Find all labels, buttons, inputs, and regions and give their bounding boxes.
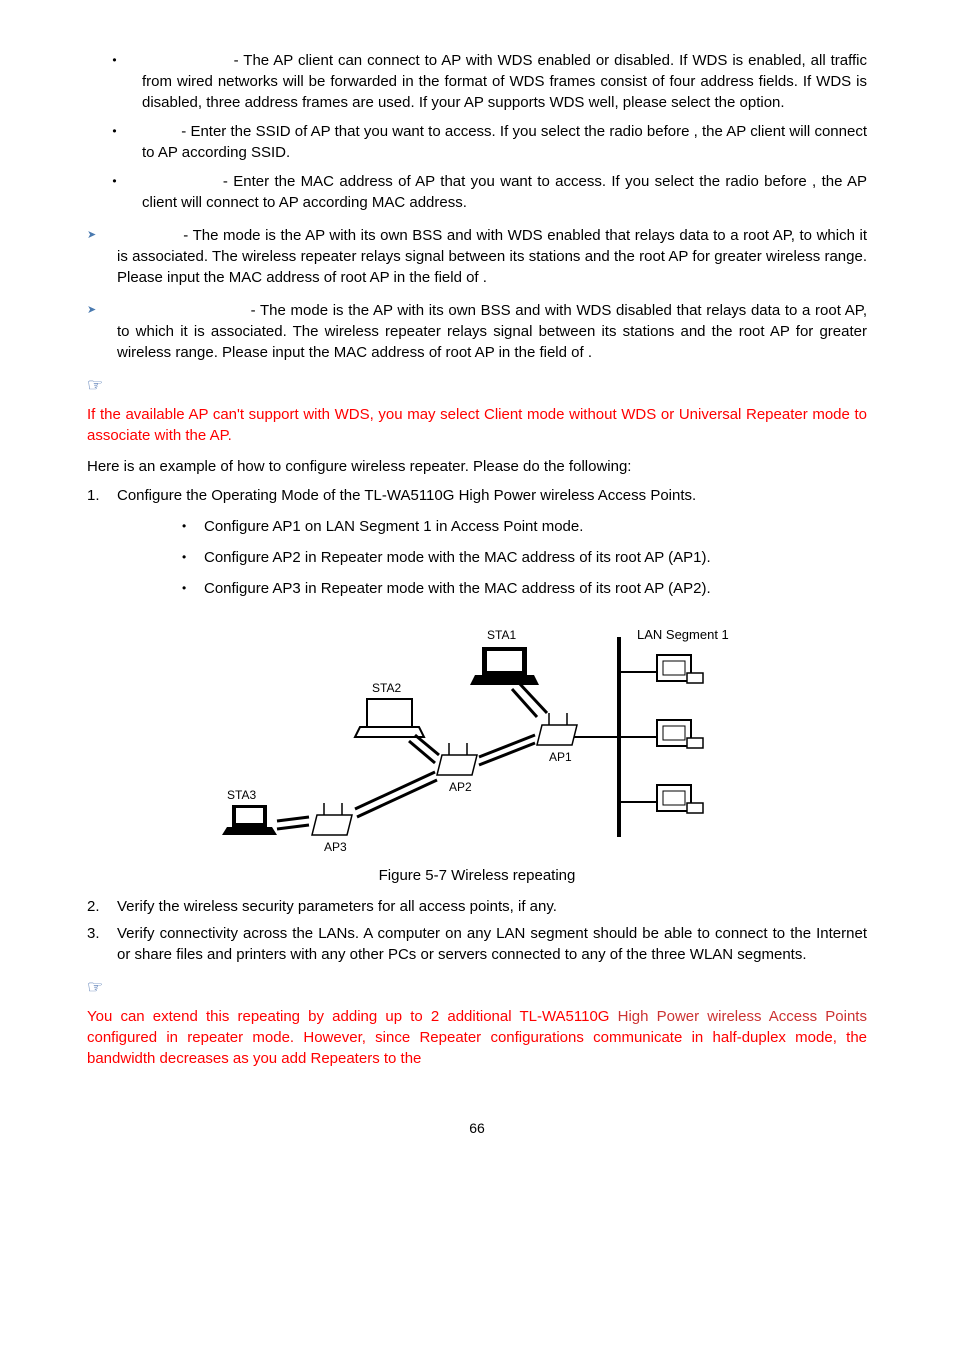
figure-caption: Figure 5-7 Wireless repeating: [87, 865, 867, 886]
figure-diagram: LAN Segment 1: [87, 617, 867, 857]
page-number: 66: [87, 1119, 867, 1139]
bullet-dot: •: [87, 171, 142, 213]
ap3: AP3: [312, 803, 352, 854]
step-2: 2. Verify the wireless security paramete…: [87, 896, 867, 917]
svg-text:STA2: STA2: [372, 681, 401, 695]
pc-3: [619, 785, 703, 813]
pc-2: [619, 720, 703, 748]
sub-2: • Configure AP2 in Repeater mode with th…: [182, 547, 867, 568]
bullet-text: Enable WDS - The AP client can connect t…: [142, 50, 867, 113]
label-lan: LAN Segment 1: [637, 627, 729, 642]
step-1: 1. Configure the Operating Mode of the T…: [87, 485, 867, 506]
note-text-2: You can extend this repeating by adding …: [87, 1006, 867, 1069]
bullet-text: SSID - Enter the SSID of AP that you wan…: [142, 121, 867, 163]
sta1: STA1: [470, 628, 539, 685]
sub-text: Configure AP2 in Repeater mode with the …: [204, 547, 867, 568]
sta2: STA2: [355, 681, 424, 737]
arrow-universal: ➤ Universal Repeater - The mode is the A…: [87, 300, 867, 363]
step-text: Configure the Operating Mode of the TL-W…: [117, 485, 867, 506]
sub-text: Configure AP1 on LAN Segment 1 in Access…: [204, 516, 867, 537]
ap2: AP2: [437, 743, 477, 794]
bullet-wds: • Enable WDS - The AP client can connect…: [87, 50, 867, 113]
step-text: Verify the wireless security parameters …: [117, 896, 867, 917]
svg-text:STA3: STA3: [227, 788, 256, 802]
sub-3: • Configure AP3 in Repeater mode with th…: [182, 578, 867, 599]
bullet-text: MAC of AP - Enter the MAC address of AP …: [142, 171, 867, 213]
sub-dot: •: [182, 516, 204, 537]
sub-1: • Configure AP1 on LAN Segment 1 in Acce…: [182, 516, 867, 537]
arrow-mark: ➤: [87, 300, 117, 363]
sub-text: Configure AP3 in Repeater mode with the …: [204, 578, 867, 599]
note-icon: ☞: [87, 373, 867, 398]
sub-dot: •: [182, 578, 204, 599]
pc-1: [619, 655, 703, 683]
arrow-text: Repeater - The mode is the AP with its o…: [117, 225, 867, 288]
bullet-ssid: • SSID - Enter the SSID of AP that you w…: [87, 121, 867, 163]
svg-text:AP2: AP2: [449, 780, 472, 794]
svg-text:AP3: AP3: [324, 840, 347, 854]
arrow-mark: ➤: [87, 225, 117, 288]
intro-para: Here is an example of how to configure w…: [87, 456, 867, 477]
bullet-mac: • MAC of AP - Enter the MAC address of A…: [87, 171, 867, 213]
step-num: 3.: [87, 923, 117, 965]
svg-text:STA1: STA1: [487, 628, 516, 642]
sub-dot: •: [182, 547, 204, 568]
step-text: Verify connectivity across the LANs. A c…: [117, 923, 867, 965]
bullet-dot: •: [87, 121, 142, 163]
step-num: 1.: [87, 485, 117, 506]
arrow-repeater: ➤ Repeater - The mode is the AP with its…: [87, 225, 867, 288]
note-icon-2: ☞: [87, 975, 867, 1000]
sta3: STA3: [222, 788, 277, 835]
ap1: AP1: [537, 713, 617, 764]
svg-text:AP1: AP1: [549, 750, 572, 764]
step-num: 2.: [87, 896, 117, 917]
arrow-text: Universal Repeater - The mode is the AP …: [117, 300, 867, 363]
step-3: 3. Verify connectivity across the LANs. …: [87, 923, 867, 965]
note-text-1: If the available AP can't support with W…: [87, 404, 867, 446]
bullet-dot: •: [87, 50, 142, 113]
